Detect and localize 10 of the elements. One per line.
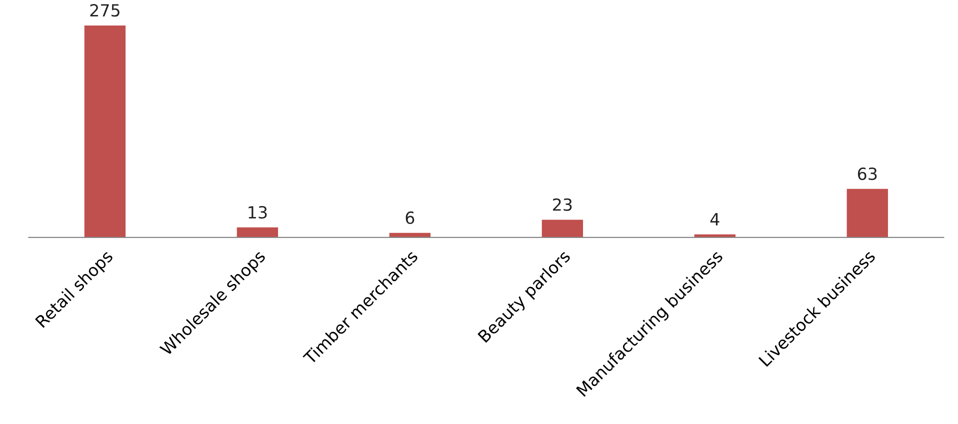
bar <box>542 220 584 238</box>
bar <box>846 188 888 238</box>
data-label: 63 <box>858 167 877 180</box>
data-label: 6 <box>406 211 414 224</box>
data-label: 13 <box>248 206 267 219</box>
data-label: 4 <box>710 213 720 226</box>
bar <box>84 25 126 238</box>
data-label: 23 <box>553 198 572 211</box>
bar <box>236 227 278 238</box>
data-label: 275 <box>90 4 120 17</box>
